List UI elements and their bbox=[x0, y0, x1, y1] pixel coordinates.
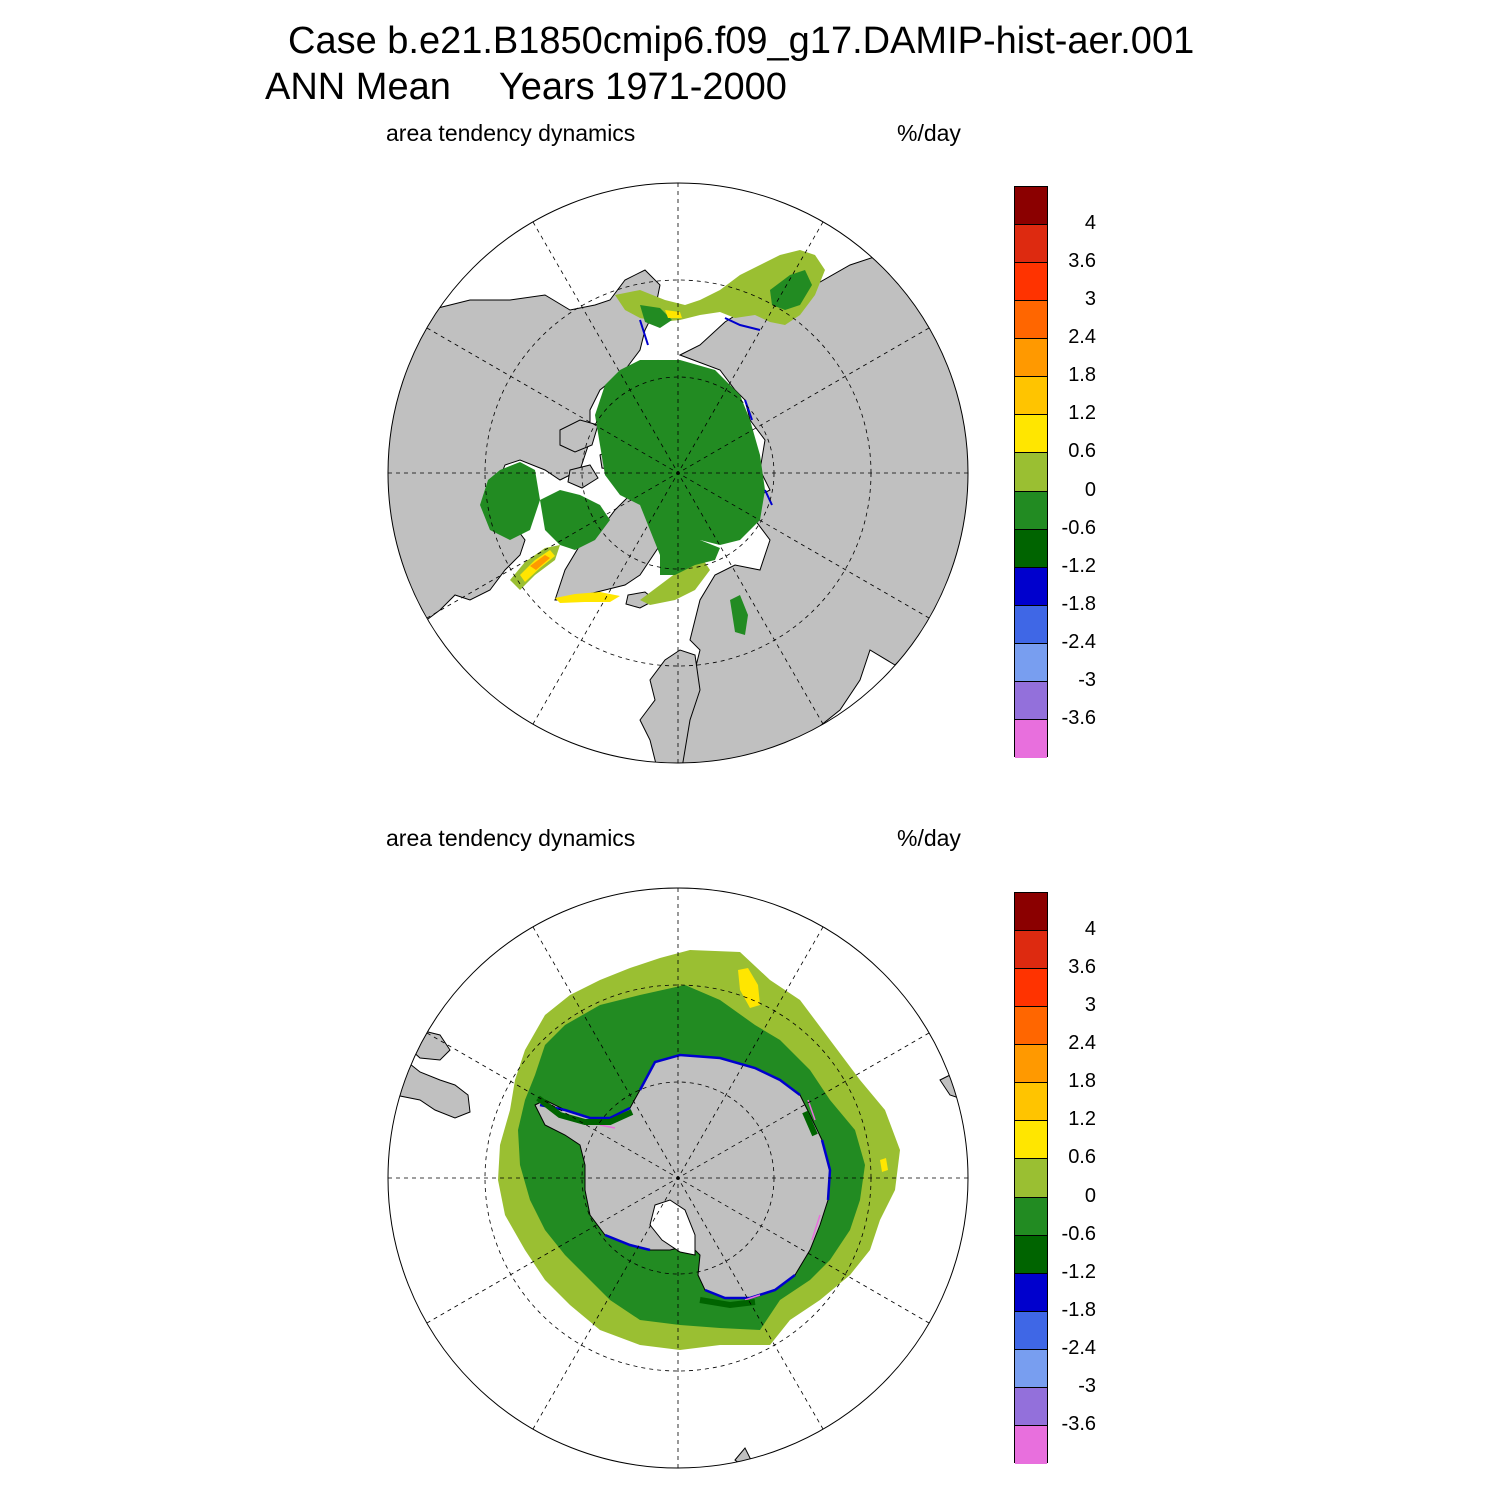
nh-ice-bering bbox=[615, 250, 825, 325]
nh-ice-arctic bbox=[595, 360, 765, 560]
sh-colorbar-tick-label: 0.6 bbox=[1068, 1146, 1096, 1169]
sh-colorbar-tick-label: -0.6 bbox=[1061, 1222, 1096, 1245]
nh-units-label: %/day bbox=[897, 120, 961, 146]
sh-colorbar-box bbox=[1015, 1425, 1047, 1464]
nh-land-europe bbox=[639, 649, 701, 763]
nh-colorbar-tick-label: 2.4 bbox=[1068, 326, 1096, 349]
nh-ice-greenland-south-edge bbox=[555, 592, 620, 603]
nh-colorbar-box bbox=[1015, 567, 1047, 606]
nh-colorbar-tick-label: 1.2 bbox=[1068, 402, 1096, 425]
years-label: Years 1971-2000 bbox=[498, 66, 787, 108]
sh-ice-coastal-pink bbox=[599, 1099, 821, 1301]
sh-colorbar-box bbox=[1015, 893, 1047, 932]
nh-colorbar-tick-label: -2.4 bbox=[1061, 630, 1096, 653]
nh-ice-labrador-orange bbox=[530, 555, 550, 570]
sh-colorbar-box bbox=[1015, 931, 1047, 970]
sh-ice-yellow-patch bbox=[738, 968, 760, 1008]
sh-colorbar-tick-label: 0 bbox=[1084, 1184, 1096, 1207]
sh-colorbar-box bbox=[1015, 1273, 1047, 1312]
nh-colorbar-tick-label: 1.8 bbox=[1068, 364, 1096, 387]
nh-colorbar-tick-label: 0.6 bbox=[1068, 440, 1096, 463]
nh-colorbar-tick-label: -3.6 bbox=[1061, 706, 1096, 729]
sh-ice-yellow-small bbox=[880, 1158, 888, 1172]
south-polar-map bbox=[387, 887, 969, 1469]
sh-colorbar-tick-label: 1.2 bbox=[1068, 1108, 1096, 1131]
sh-colorbar-tick-label: -1.8 bbox=[1061, 1298, 1096, 1321]
nh-ice-okhotsk-green bbox=[770, 270, 812, 310]
sh-colorbar-box bbox=[1015, 1387, 1047, 1426]
nh-colorbar-tick-label: 3.6 bbox=[1068, 250, 1096, 273]
north-polar-map bbox=[387, 182, 969, 764]
nh-colorbar-box bbox=[1015, 453, 1047, 492]
sh-colorbar bbox=[1014, 892, 1048, 1464]
sh-colorbar-box bbox=[1015, 1121, 1047, 1160]
sh-colorbar-box bbox=[1015, 1159, 1047, 1198]
nh-colorbar-box bbox=[1015, 681, 1047, 720]
nh-colorbar-tick-label: 4 bbox=[1084, 212, 1096, 235]
sh-colorbar-box bbox=[1015, 1007, 1047, 1046]
sh-colorbar-tick-label: -3.6 bbox=[1061, 1412, 1096, 1435]
sh-colorbar-tick-label: 4 bbox=[1084, 918, 1096, 941]
nh-ice-edge bbox=[639, 317, 773, 506]
nh-colorbar-box bbox=[1015, 377, 1047, 416]
sh-colorbar-tick-label: -3 bbox=[1078, 1374, 1096, 1397]
sh-ice-shelf-ross bbox=[649, 1199, 696, 1256]
nh-colorbar-tick-label: -1.2 bbox=[1061, 554, 1096, 577]
nh-colorbar-tick-label: -0.6 bbox=[1061, 516, 1096, 539]
sh-map-border bbox=[387, 887, 969, 1469]
nh-ice-baltic bbox=[730, 595, 748, 635]
nh-ice-bering-green bbox=[640, 305, 672, 328]
sh-colorbar-tick-label: 1.8 bbox=[1068, 1070, 1096, 1093]
sh-colorbar-tick-label: 3 bbox=[1084, 994, 1096, 1017]
nh-colorbar-tick-label: -1.8 bbox=[1061, 592, 1096, 615]
subtitle: ANN Mean Years 1971-2000 bbox=[265, 66, 787, 109]
nh-colorbar-box bbox=[1015, 605, 1047, 644]
sh-colorbar-tick-label: 3.6 bbox=[1068, 956, 1096, 979]
season-label: ANN Mean bbox=[265, 66, 451, 108]
sh-graticule bbox=[388, 888, 968, 1468]
nh-colorbar-box bbox=[1015, 415, 1047, 454]
nh-ice-greenland-sea-green bbox=[660, 540, 720, 575]
nh-colorbar bbox=[1014, 186, 1048, 758]
nh-colorbar-box bbox=[1015, 263, 1047, 302]
nh-map-border bbox=[387, 182, 969, 764]
sh-colorbar-box bbox=[1015, 1197, 1047, 1236]
sh-colorbar-box bbox=[1015, 1235, 1047, 1274]
sh-colorbar-tick-label: -2.4 bbox=[1061, 1336, 1096, 1359]
nh-ice-baffin bbox=[540, 490, 610, 550]
sh-colorbar-tick-label: -1.2 bbox=[1061, 1260, 1096, 1283]
nh-colorbar-tick-label: 0 bbox=[1084, 478, 1096, 501]
nh-ice-greenland-sea bbox=[640, 555, 710, 605]
nh-colorbar-box bbox=[1015, 719, 1047, 758]
nh-left-label: area tendency dynamics bbox=[386, 120, 636, 146]
nh-colorbar-tick-label: 3 bbox=[1084, 288, 1096, 311]
sh-colorbar-box bbox=[1015, 1311, 1047, 1350]
sh-ice-coastal-darkgreen bbox=[536, 1095, 818, 1309]
nh-colorbar-box bbox=[1015, 643, 1047, 682]
sh-colorbar-box bbox=[1015, 969, 1047, 1008]
nh-graticule bbox=[388, 183, 968, 763]
nh-colorbar-box bbox=[1015, 529, 1047, 568]
main-title: Case b.e21.B1850cmip6.f09_g17.DAMIP-hist… bbox=[288, 20, 1195, 62]
nh-colorbar-box bbox=[1015, 491, 1047, 530]
nh-colorbar-box bbox=[1015, 301, 1047, 340]
sh-colorbar-box bbox=[1015, 1045, 1047, 1084]
nh-colorbar-box bbox=[1015, 187, 1047, 226]
sh-left-label: area tendency dynamics bbox=[386, 825, 636, 851]
sh-colorbar-box bbox=[1015, 1083, 1047, 1122]
nh-colorbar-box bbox=[1015, 339, 1047, 378]
sh-colorbar-box bbox=[1015, 1349, 1047, 1388]
sh-colorbar-tick-label: 2.4 bbox=[1068, 1032, 1096, 1055]
nh-ice-hudson-bay bbox=[480, 462, 540, 540]
sh-units-label: %/day bbox=[897, 825, 961, 851]
nh-colorbar-box bbox=[1015, 225, 1047, 264]
nh-colorbar-tick-label: -3 bbox=[1078, 668, 1096, 691]
